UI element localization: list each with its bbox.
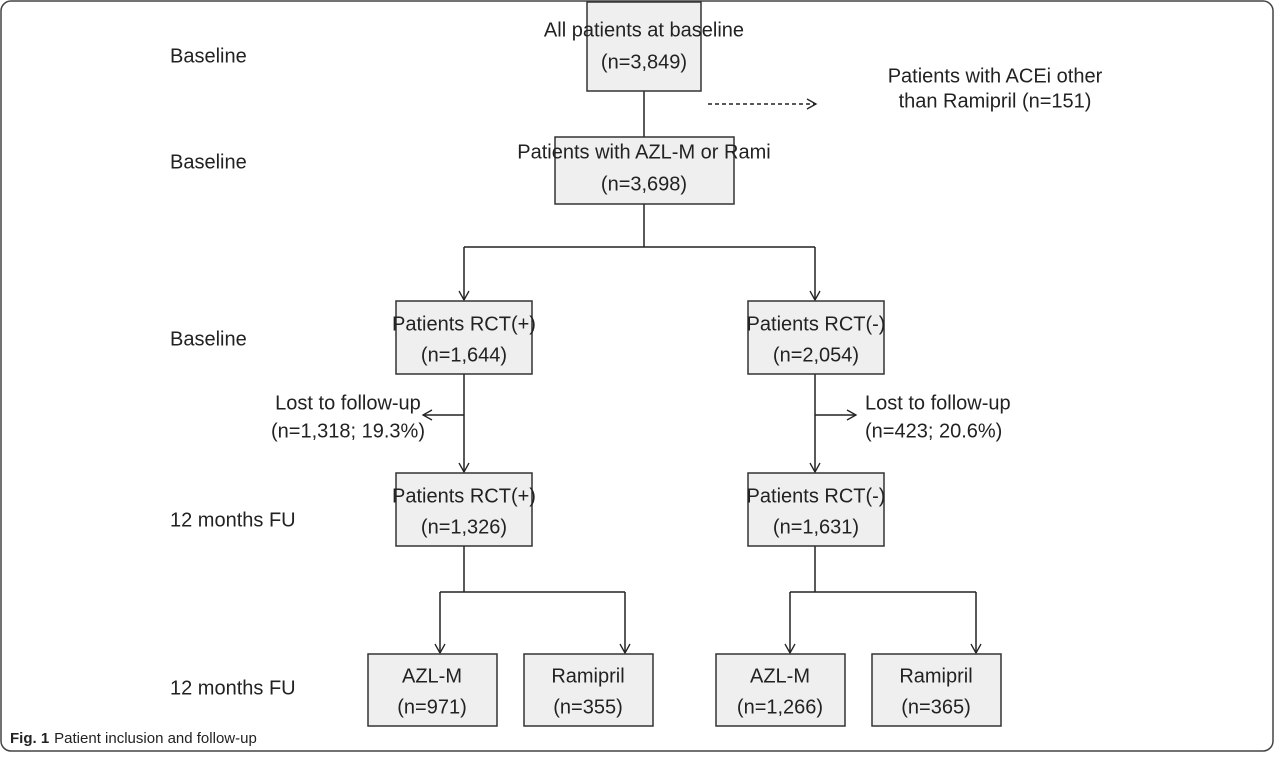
stage-label: Baseline: [170, 45, 247, 67]
nodes: All patients at baseline (n=3,849) Patie…: [367, 1, 1002, 727]
node-count: (n=355): [553, 696, 623, 718]
node-count: (n=2,054): [773, 344, 859, 366]
stage-label: 12 months FU: [170, 677, 296, 699]
node-box: [747, 300, 885, 375]
node-count: (n=3,849): [601, 51, 687, 73]
stage-label: Baseline: [170, 328, 247, 350]
exclusion-text: (n=423; 20.6%): [865, 420, 1002, 442]
node-label: Patients RCT(+): [392, 313, 536, 335]
node-label: Patients RCT(+): [392, 485, 536, 507]
caption-text: Patient inclusion and follow-up: [54, 730, 257, 747]
node-label: All patients at baseline: [544, 19, 744, 41]
node-label: Patients RCT(-): [747, 485, 886, 507]
node-box: [523, 653, 654, 727]
node-label: AZL-M: [750, 665, 810, 687]
exclusion-text: than Ramipril (n=151): [899, 90, 1092, 112]
node-box: [747, 472, 885, 547]
node-label: Patients with AZL-M or Rami: [517, 141, 770, 163]
node-box: [586, 1, 702, 92]
node-box: [367, 653, 498, 727]
node-count: (n=1,631): [773, 516, 859, 538]
caption-label: Fig. 1: [10, 730, 49, 747]
node-count: (n=1,644): [421, 344, 507, 366]
node-label: Patients RCT(-): [747, 313, 886, 335]
exclusion-text: Patients with ACEi other: [888, 65, 1103, 87]
connectors: [421, 91, 982, 655]
frame: [0, 0, 1274, 752]
node-box: [715, 653, 846, 727]
exclusion-text: (n=1,318; 19.3%): [271, 420, 425, 442]
exclusion-text: Lost to follow-up: [865, 392, 1011, 414]
node-box: [395, 300, 533, 375]
stage-label: Baseline: [170, 151, 247, 173]
stage-label: 12 months FU: [170, 509, 296, 531]
node-box: [871, 653, 1002, 727]
node-count: (n=365): [901, 696, 971, 718]
node-count: (n=971): [397, 696, 467, 718]
stage-labels: Baseline Baseline Baseline 12 months FU …: [170, 45, 296, 699]
node-label: AZL-M: [402, 665, 462, 687]
caption: Fig. 1 Patient inclusion and follow-up: [10, 730, 257, 747]
exclusions: Patients with ACEi other than Ramipril (…: [271, 65, 1103, 442]
node-count: (n=3,698): [601, 173, 687, 195]
exclusion-text: Lost to follow-up: [275, 392, 421, 414]
node-box: [395, 472, 533, 547]
node-count: (n=1,266): [737, 696, 823, 718]
node-label: Ramipril: [899, 665, 972, 687]
node-box: [554, 136, 735, 205]
node-label: Ramipril: [551, 665, 624, 687]
node-count: (n=1,326): [421, 516, 507, 538]
